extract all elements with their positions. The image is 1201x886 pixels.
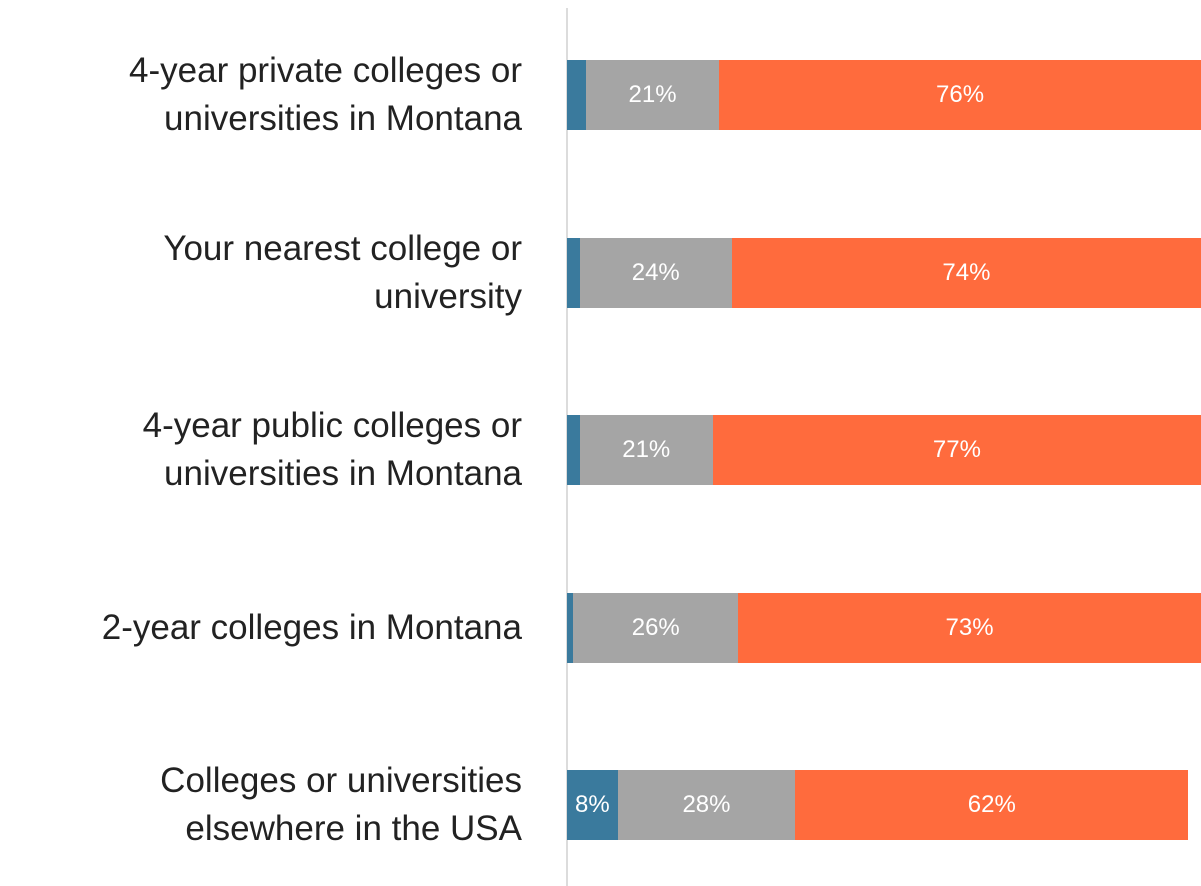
bar-segment: [738, 592, 1201, 663]
data-label: 21%: [622, 436, 671, 463]
bar-segment: [719, 60, 1201, 130]
bar-segment: [567, 60, 587, 130]
bar-segment: [567, 237, 580, 308]
bar-segment: [617, 770, 796, 840]
bar-segment: [579, 237, 732, 308]
data-label: 28%: [682, 791, 731, 818]
data-label: 26%: [631, 613, 680, 641]
category-label: Your nearest college or university: [163, 228, 522, 316]
data-label: 74%: [942, 258, 991, 286]
bar-segment: [567, 415, 580, 485]
data-label: 73%: [945, 613, 994, 641]
bar-segment: [573, 592, 739, 663]
data-label: 62%: [967, 791, 1016, 818]
data-label: 8%: [575, 791, 610, 818]
bar-segment: [567, 592, 574, 663]
bar-segment: [567, 770, 618, 840]
bar-segment: [712, 415, 1201, 485]
data-label: 24%: [631, 258, 680, 286]
data-label: 77%: [932, 436, 981, 463]
bar-segment: [731, 237, 1201, 308]
category-label: 2-year colleges in Montana: [101, 607, 522, 647]
data-label: 21%: [628, 81, 677, 108]
data-label: 76%: [936, 81, 985, 108]
bar-segment: [795, 770, 1189, 840]
category-label: 4-year private colleges or universities …: [129, 51, 522, 138]
category-label: Colleges or universities elsewhere in th…: [160, 761, 522, 848]
bar-segment: [586, 60, 720, 130]
bar-segment: [579, 415, 713, 485]
category-label: 4-year public colleges or universities i…: [142, 406, 522, 493]
